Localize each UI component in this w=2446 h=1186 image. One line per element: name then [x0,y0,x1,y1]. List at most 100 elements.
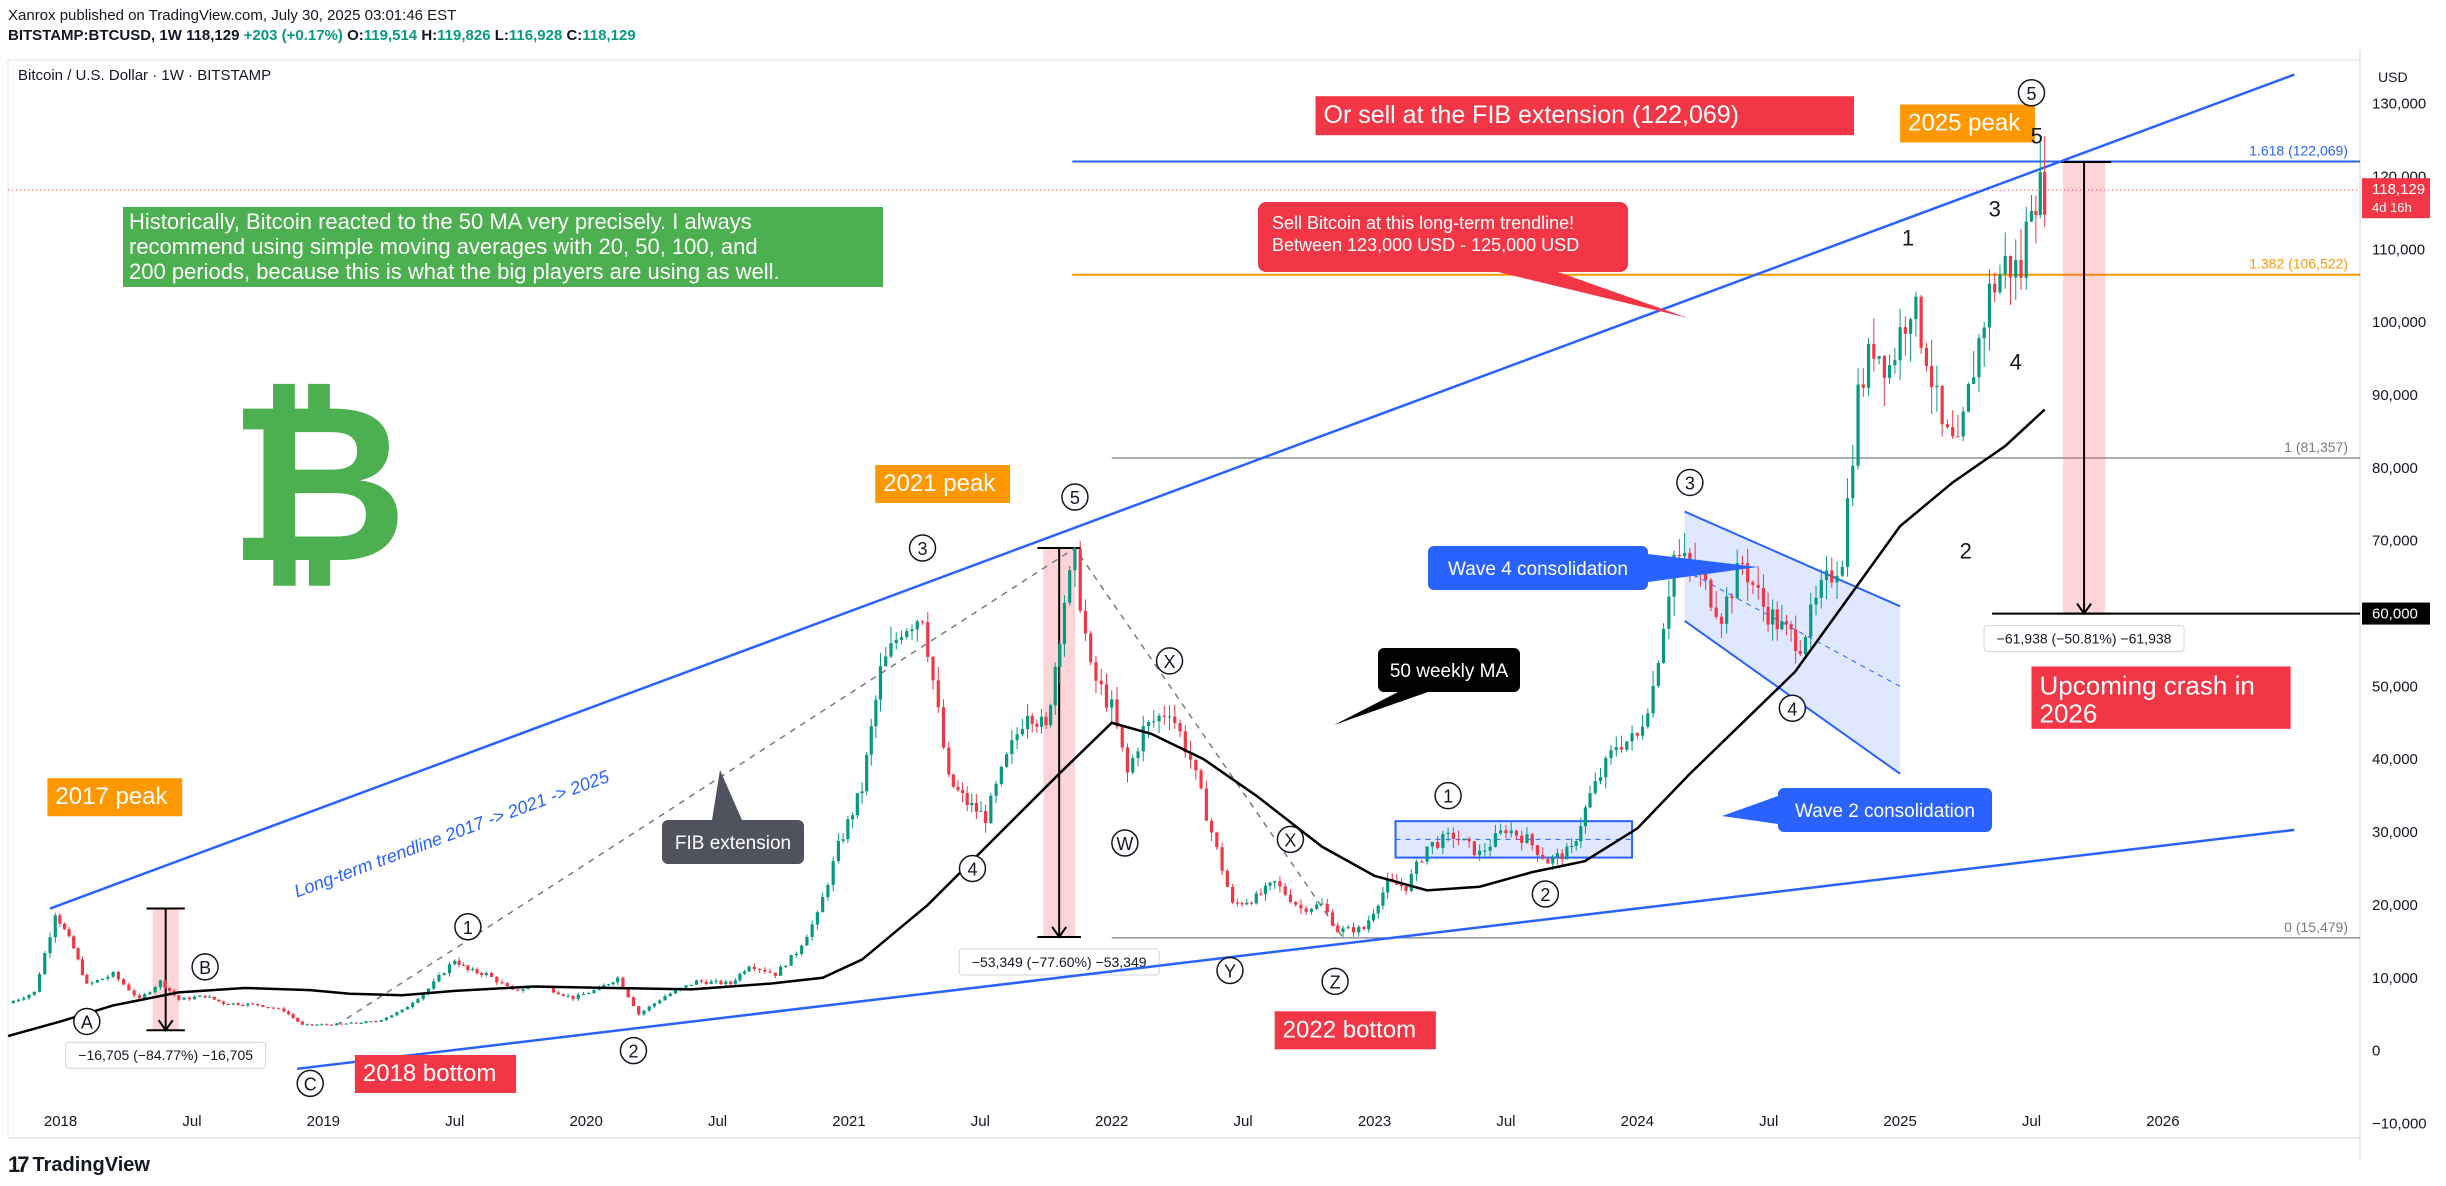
wave-label-text: 1 [1443,787,1453,807]
candle-body [495,976,499,983]
candle-body [1898,327,1902,361]
candle-body [1987,283,1992,328]
candle-body [310,1024,314,1026]
candle-body [132,990,136,996]
price-tag-text: 60,000 [2372,606,2418,623]
upper-trendline [49,73,2295,910]
wave-label: 1 [1902,225,1914,250]
x-tick-label: Jul [708,1113,727,1130]
sell-callout-pointer [1498,272,1688,318]
x-tick-label: Jul [445,1113,464,1130]
annotation-box [354,1055,517,1094]
wave-label: 1 [1434,781,1462,810]
wave-label: 4 [1778,694,1807,723]
candle-body [658,1000,662,1004]
candle-body [1254,893,1258,904]
candle-body [1766,606,1770,625]
candle-body [960,789,965,794]
wave2-callout-box [1778,788,1992,832]
candle-body [1026,715,1030,730]
candle-body [1535,845,1540,856]
candle-body [1020,729,1024,735]
candle-body [470,969,475,971]
candle-body [271,1007,276,1009]
candle-body [1005,754,1009,767]
candle-body [947,747,951,775]
candle-body [642,1010,646,1015]
candle-body [965,793,969,806]
measure-arrowhead [157,1019,174,1032]
candle-body [1294,902,1298,905]
candle-body [1565,846,1569,860]
candle-body [1789,624,1793,630]
candle-body [453,960,457,965]
candle-body [894,639,898,644]
candle-body [738,973,742,981]
candle-body [611,982,615,985]
candle-body [1719,616,1724,624]
wave-label: A [73,1007,101,1036]
candle-body [163,980,167,988]
candle-body [1152,721,1156,723]
wave-label-text: B [199,958,211,978]
candle-body [1851,465,1855,499]
candle-body [95,980,99,983]
candle-body [1288,894,1293,903]
close-value: 118,129 [582,27,636,44]
candle-body [773,972,777,976]
candle-body [101,978,105,981]
candle-body [282,1008,286,1012]
candle-body [2038,171,2042,216]
x-tick-label: Jul [182,1113,201,1130]
y-tick-label: 40,000 [2372,751,2418,768]
wave-label-text: 1 [1902,225,1914,250]
candle-body [556,992,560,995]
annotation-text: 2021 peak [883,470,996,497]
candle-body [647,1006,651,1011]
y-tick-label: 30,000 [2372,824,2418,841]
candle-body [714,980,718,982]
price-tag-subtext: 4d 16h [2372,200,2412,215]
candle-body [122,979,126,985]
candle-body [1579,826,1583,842]
candle-body [1993,283,1997,293]
annotation-box [1315,96,1855,136]
candle-body [1499,830,1503,834]
x-tick-label: 2019 [307,1113,340,1130]
candle-body [1188,752,1193,760]
candle-body [277,1008,281,1010]
measure-label: −53,349 (−77.60%) −53,349 [972,954,1147,970]
tradingview-logo[interactable]: 17 TradingView [8,1152,150,1178]
wave-label-text: X [1164,652,1176,672]
candle-body [325,1024,329,1026]
y-tick-label: 50,000 [2372,678,2418,695]
wave-label-circle [1216,956,1244,985]
candle-body [566,995,570,997]
candle-body [1386,878,1390,893]
candle-body [344,1023,348,1025]
candle-body [846,819,850,840]
wave-label-text: X [1284,830,1296,850]
candle-body [1551,856,1555,864]
candle-body [1457,838,1461,841]
candle-body [1472,841,1476,856]
candle-body [1435,842,1440,848]
candle-body [1268,882,1272,886]
candle-body [1646,713,1650,727]
candle-body [1798,651,1802,655]
symbol-label[interactable]: BITSTAMP:BTCUSD, 1W [8,27,182,44]
price-tag-text: 118,129 [2372,181,2425,198]
candle-body [855,793,859,816]
candle-body [668,993,672,997]
sell-callout-box [1258,202,1628,272]
candle-body [1194,759,1198,771]
candle-body [826,885,830,898]
candle-body [1446,832,1450,835]
wave-label-circle [1276,825,1305,854]
candle-body [1945,424,1950,428]
candle-body [592,990,596,994]
fib-ext-callout-box [662,820,804,864]
candle-body [733,980,737,984]
candle-body [1120,726,1124,748]
